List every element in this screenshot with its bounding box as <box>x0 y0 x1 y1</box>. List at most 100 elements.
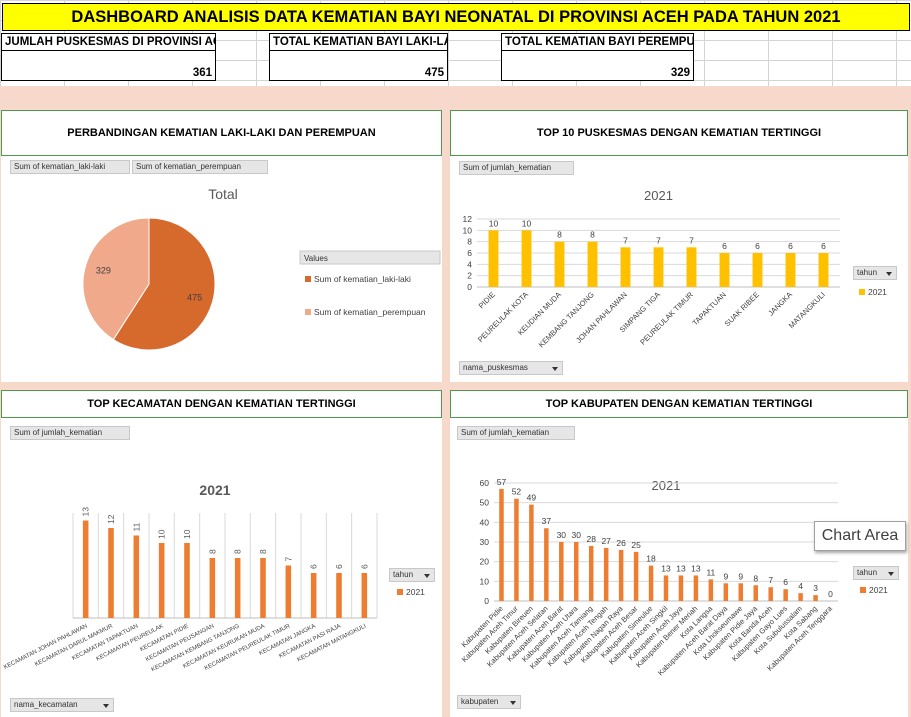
bar <box>648 565 654 601</box>
bar <box>723 583 729 601</box>
bar <box>310 573 317 618</box>
bar <box>184 543 190 618</box>
data-label: 4 <box>798 581 803 591</box>
data-label: 10 <box>489 218 499 228</box>
data-label: 8 <box>590 230 595 240</box>
axis-filter-kabupaten[interactable]: kabupaten <box>457 695 521 709</box>
chart-area-pie[interactable]: Sum of kematian_laki-laki Sum of kematia… <box>1 156 442 382</box>
legend-filter-tahun[interactable]: tahun <box>853 266 897 280</box>
legend-title: Values <box>304 254 328 263</box>
axis-filter-kecamatan[interactable]: nama_kecamatan <box>10 698 114 712</box>
panel-title: TOP KABUPATEN DENGAN KEMATIAN TERTINGGI <box>450 390 908 418</box>
kpi-male-deaths[interactable]: TOTAL KEMATIAN BAYI LAKI-LAKI 475 <box>269 33 448 81</box>
pie-data-label: 475 <box>187 292 202 302</box>
y-tick-label: 8 <box>467 237 472 247</box>
kpi-puskesmas[interactable]: JUMLAH PUSKESMAS DI PROVINSI ACEH 361 <box>1 33 216 81</box>
bar <box>521 230 532 287</box>
data-label: 10 <box>157 529 167 539</box>
data-label: 12 <box>106 514 116 524</box>
field-chip-male[interactable]: Sum of kematian_laki-laki <box>10 160 130 174</box>
panel-title: PERBANDINGAN KEMATIAN LAKI-LAKI DAN PERE… <box>1 110 442 156</box>
bar <box>544 528 549 601</box>
y-tick-label: 12 <box>463 214 473 224</box>
bar <box>653 247 664 287</box>
y-tick-label: 0 <box>484 596 489 606</box>
dashboard-title: DASHBOARD ANALISIS DATA KEMATIAN BAYI NE… <box>2 3 910 31</box>
data-label: 37 <box>542 516 552 526</box>
kpi-female-deaths[interactable]: TOTAL KEMATIAN BAYI PEREMPUAN 329 <box>501 33 694 81</box>
field-chip-value[interactable]: Sum of jumlah_kematian <box>457 426 575 440</box>
chart-area-puskesmas[interactable]: Sum of jumlah_kematian 2021 0 2 4 6 8 10 12 10 PI… <box>450 156 908 382</box>
bar <box>82 520 89 618</box>
data-label: 13 <box>676 563 686 573</box>
bar <box>285 565 292 618</box>
pie-chart: Total 475 329 Values Sum of kematian_laki-la… <box>82 186 441 351</box>
y-tick-label: 10 <box>463 225 473 235</box>
data-label: 6 <box>783 577 788 587</box>
kpi-value: 361 <box>192 67 212 79</box>
data-label: 6 <box>359 564 369 569</box>
data-label: 8 <box>233 549 243 554</box>
legend-entry: 2021 <box>869 585 888 595</box>
data-label: 30 <box>557 530 567 540</box>
data-label: 7 <box>689 235 694 245</box>
legend-swatch <box>397 589 403 595</box>
data-label: 10 <box>182 529 192 539</box>
panel-top-kecamatan: TOP KECAMATAN DENGAN KEMATIAN TERTINGGI … <box>1 390 442 717</box>
y-tick-label: 50 <box>480 498 490 508</box>
legend-entry: Sum of kematian_perempuan <box>314 307 426 317</box>
chart-area-tooltip: Chart Area <box>814 521 906 551</box>
legend-swatch <box>860 587 866 593</box>
bar <box>618 549 624 601</box>
bar <box>574 542 579 601</box>
data-label: 27 <box>601 536 611 546</box>
data-label: 6 <box>309 564 319 569</box>
bar <box>133 535 140 618</box>
data-label: 10 <box>522 218 532 228</box>
bar <box>633 551 639 601</box>
chart-title: 2021 <box>652 478 681 493</box>
chart-area-kabupaten[interactable]: Sum of jumlah_kematian 2021 0 10 20 30 40 50 60… <box>450 418 908 717</box>
data-label: 18 <box>646 554 656 564</box>
kpi-value: 329 <box>670 67 690 79</box>
bar <box>603 547 609 601</box>
field-chip-value[interactable]: Sum of jumlah_kematian <box>10 426 130 440</box>
data-label: 7 <box>623 235 628 245</box>
bar <box>588 545 594 601</box>
bar <box>813 595 818 601</box>
legend-filter-tahun[interactable]: tahun <box>853 566 899 580</box>
axis-filter-puskesmas[interactable]: nama_puskesmas <box>459 361 563 375</box>
legend-swatch <box>859 289 865 295</box>
pie-slice <box>82 217 150 341</box>
panel-top-kabupaten: TOP KABUPATEN DENGAN KEMATIAN TERTINGGI … <box>450 390 908 717</box>
panel-gender-comparison: PERBANDINGAN KEMATIAN LAKI-LAKI DAN PERE… <box>1 110 442 382</box>
legend-swatch <box>305 309 311 315</box>
x-tick-label: PIDIE <box>477 290 497 310</box>
legend-filter-tahun[interactable]: tahun <box>389 568 435 582</box>
bar <box>108 528 114 618</box>
panel-top-puskesmas: TOP 10 PUSKESMAS DENGAN KEMATIAN TERTING… <box>450 110 908 382</box>
x-tick-label: SUAK RIBEE <box>723 290 761 328</box>
data-label: 7 <box>283 557 293 562</box>
data-label: 13 <box>81 507 91 517</box>
bar <box>783 589 788 601</box>
bar <box>798 593 803 601</box>
y-tick-label: 40 <box>480 517 490 527</box>
kpi-label: TOTAL KEMATIAN BAYI LAKI-LAKI <box>270 34 447 51</box>
bar <box>559 542 564 601</box>
bar <box>753 585 758 601</box>
y-tick-label: 60 <box>480 478 490 488</box>
bar <box>234 558 241 618</box>
chart-area-kecamatan[interactable]: Sum of jumlah_kematian 2021 13 KECAMATAN J… <box>1 418 442 717</box>
data-label: 8 <box>207 549 217 554</box>
data-label: 7 <box>656 235 661 245</box>
bar <box>488 230 499 287</box>
kpi-value: 475 <box>424 67 444 79</box>
data-label: 8 <box>753 573 758 583</box>
field-chip-female[interactable]: Sum of kematian_perempuan <box>132 160 268 174</box>
data-label: 52 <box>512 487 522 497</box>
bar <box>260 558 266 618</box>
field-chip-value[interactable]: Sum of jumlah_kematian <box>459 161 574 175</box>
